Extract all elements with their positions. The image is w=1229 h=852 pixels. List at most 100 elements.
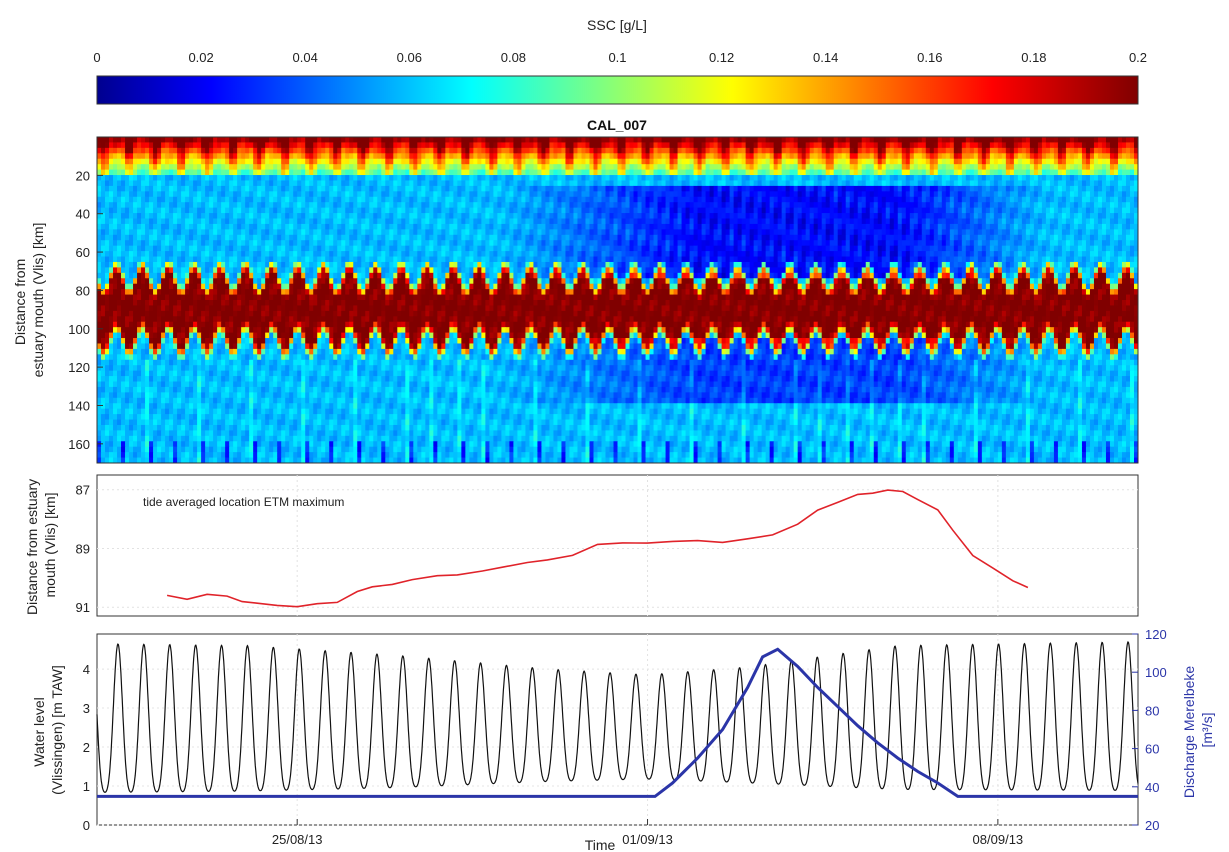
heatmap-cell xyxy=(1049,196,1055,203)
heatmap-cell xyxy=(665,207,671,214)
heatmap-cell xyxy=(885,147,891,154)
heatmap-cell xyxy=(173,158,178,165)
heatmap-cell xyxy=(605,196,610,203)
heatmap-cell xyxy=(697,142,703,149)
heatmap-cell xyxy=(565,164,570,171)
heatmap-cell xyxy=(849,164,855,171)
heatmap-cell xyxy=(681,185,687,192)
heatmap-cell xyxy=(933,153,939,160)
heatmap-cell xyxy=(929,147,935,154)
heatmap-cell xyxy=(401,229,406,236)
heatmap-cell xyxy=(525,147,530,154)
heatmap-cell xyxy=(725,142,731,149)
heatmap-cell xyxy=(1101,175,1107,181)
heatmap-cell xyxy=(1134,234,1139,241)
heatmap-cell xyxy=(257,169,262,176)
heatmap-cell xyxy=(569,207,574,214)
heatmap-cell xyxy=(153,218,158,225)
heatmap-cell xyxy=(469,142,474,149)
heatmap-cell xyxy=(789,175,795,181)
heatmap-cell xyxy=(153,234,158,241)
heatmap-cell xyxy=(585,213,590,219)
heatmap-cell xyxy=(1085,229,1091,236)
heatmap-cell xyxy=(393,142,398,149)
heatmap-cell xyxy=(605,213,610,219)
heatmap-cell xyxy=(149,218,154,225)
heatmap-cell xyxy=(545,196,550,203)
heatmap-cell xyxy=(145,185,150,192)
heatmap-cell xyxy=(465,142,470,149)
heatmap-cell xyxy=(117,223,122,230)
colorbar-tick-label: 0 xyxy=(93,50,100,65)
heatmap-cell xyxy=(873,169,879,176)
heatmap-cell xyxy=(517,218,522,225)
heatmap-cell xyxy=(509,218,514,225)
heatmap-cell xyxy=(813,229,819,236)
heatmap-cell xyxy=(193,142,198,149)
heatmap-cell xyxy=(1025,175,1031,181)
heatmap-cell xyxy=(1057,213,1063,219)
heatmap-cell xyxy=(497,158,502,165)
heatmap-cell xyxy=(409,229,414,236)
heatmap-cell xyxy=(257,158,262,165)
heatmap-cell xyxy=(345,223,350,230)
heatmap-cell xyxy=(397,158,402,165)
heatmap-cell xyxy=(205,137,210,143)
heatmap-cell xyxy=(769,213,775,219)
heatmap-cell xyxy=(873,158,879,165)
heatmap-cell xyxy=(253,180,258,187)
heatmap-cell xyxy=(901,191,907,198)
heatmap-cell xyxy=(633,213,639,219)
heatmap-cell xyxy=(269,180,274,187)
heatmap-cell xyxy=(429,185,434,192)
heatmap-cell xyxy=(277,234,282,241)
heatmap-cell xyxy=(1045,223,1051,230)
heatmap-cell xyxy=(797,180,803,187)
heatmap-cell xyxy=(257,202,262,209)
heatmap-cell xyxy=(853,191,859,198)
heatmap-cell xyxy=(261,147,266,154)
heatmap-cell xyxy=(577,207,582,214)
heatmap-cell xyxy=(125,234,130,241)
heatmap-cell xyxy=(977,185,983,192)
heatmap-cell xyxy=(973,196,979,203)
heatmap-cell xyxy=(565,207,570,214)
heatmap-cell xyxy=(117,213,122,219)
heatmap-cell xyxy=(217,202,222,209)
heatmap-cell xyxy=(317,234,322,241)
heatmap-cell xyxy=(589,142,594,149)
heatmap-cell xyxy=(813,213,819,219)
heatmap-cell xyxy=(889,153,895,160)
heatmap-cell xyxy=(737,175,743,181)
heatmap-cell xyxy=(1109,229,1115,236)
heatmap-cell xyxy=(129,158,134,165)
heatmap-cell xyxy=(517,223,522,230)
heatmap-cell xyxy=(757,180,763,187)
heatmap-cell xyxy=(1073,196,1079,203)
heatmap-cell xyxy=(1001,185,1007,192)
heatmap-cell xyxy=(461,142,466,149)
heatmap-cell xyxy=(1045,191,1051,198)
heatmap-cell xyxy=(101,142,106,149)
heatmap-cell xyxy=(445,175,450,181)
heatmap-cell xyxy=(505,202,510,209)
heatmap-cell xyxy=(329,147,334,154)
heatmap-cell xyxy=(321,158,326,165)
heatmap-cell xyxy=(1017,207,1023,214)
heatmap-cell xyxy=(337,229,342,236)
heatmap-cell xyxy=(705,175,711,181)
heatmap-cell xyxy=(753,185,759,192)
heatmap-cell xyxy=(557,202,562,209)
heatmap-cell xyxy=(317,153,322,160)
heatmap-cell xyxy=(497,169,502,176)
heatmap-cell xyxy=(653,180,659,187)
heatmap-cell xyxy=(517,234,522,241)
heatmap-cell xyxy=(161,158,166,165)
heatmap-cell xyxy=(817,147,823,154)
heatmap-cell xyxy=(1093,196,1099,203)
heatmap-cell xyxy=(829,185,835,192)
heatmap-cell xyxy=(709,175,715,181)
heatmap-cell xyxy=(661,175,667,181)
heatmap-cell xyxy=(909,213,915,219)
heatmap-cell xyxy=(477,164,482,171)
